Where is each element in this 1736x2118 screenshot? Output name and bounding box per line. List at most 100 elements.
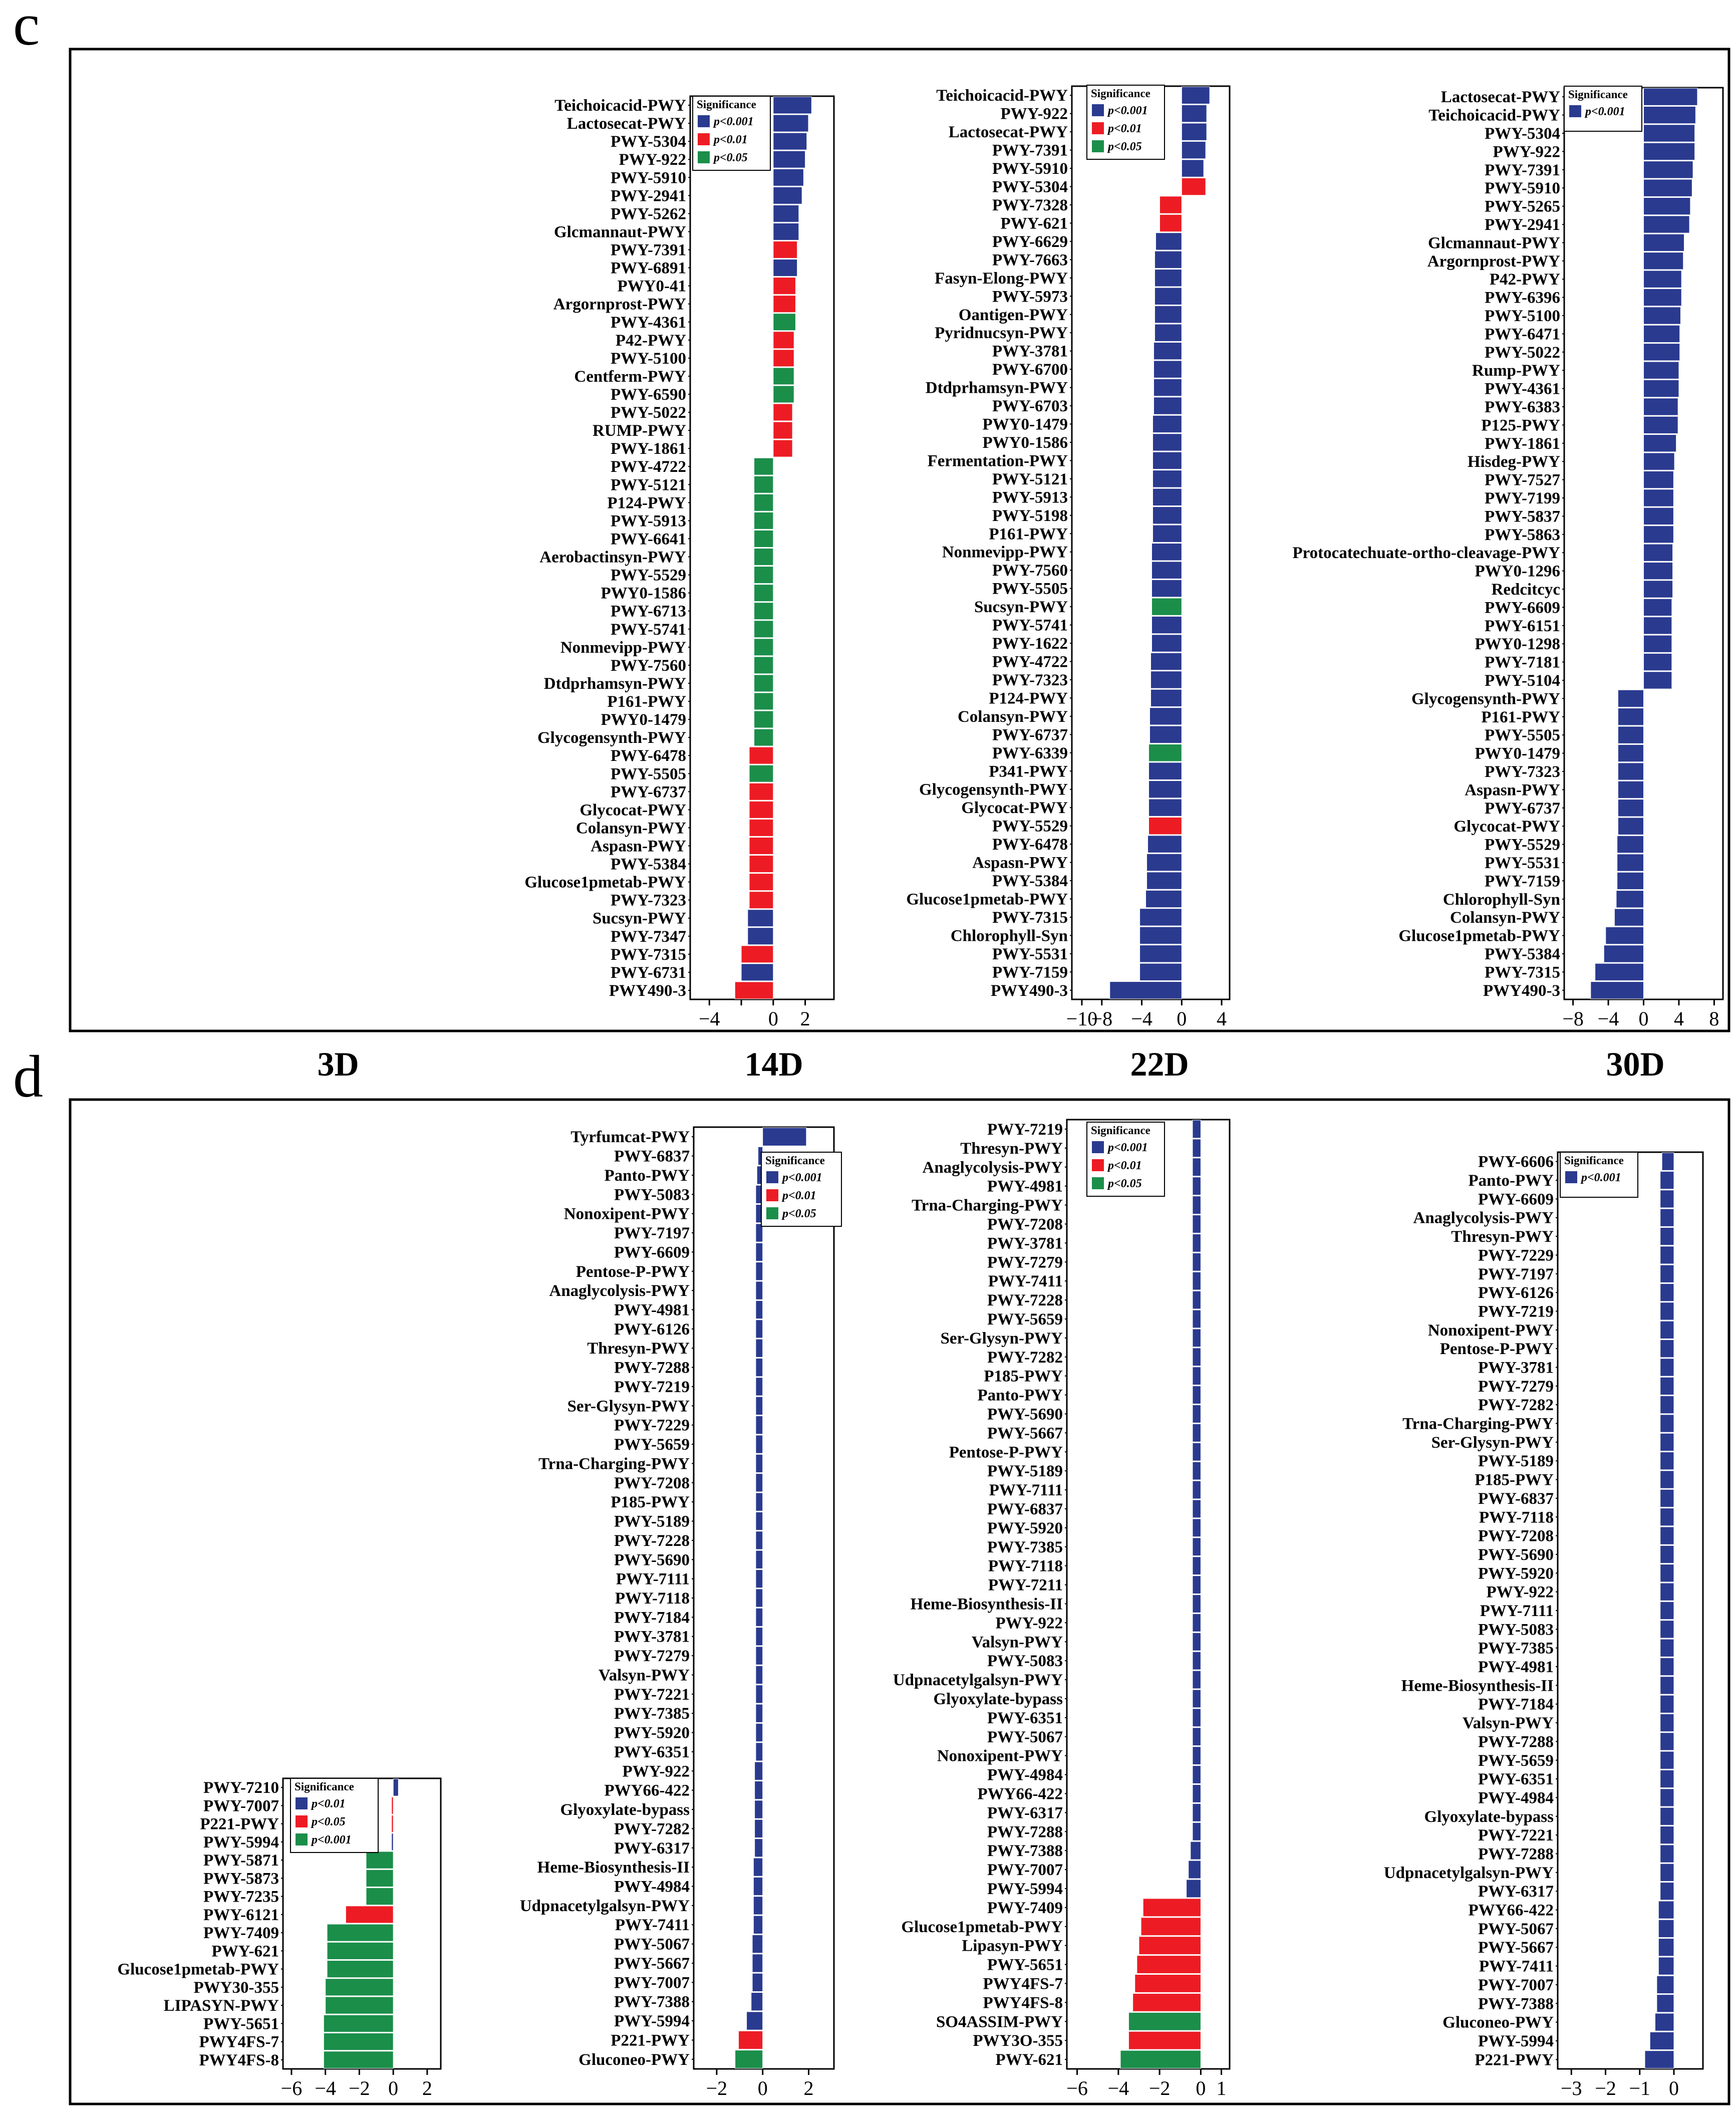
c14-bar	[754, 692, 774, 710]
d30-category-label: PWY-7007	[1478, 1976, 1554, 1994]
c14-category-label: PWY-2941	[611, 187, 686, 205]
c14-bar	[773, 295, 796, 313]
d22-category-label: PWY66-422	[978, 1785, 1063, 1803]
c22-bar	[1181, 104, 1207, 123]
c30-bar	[1643, 343, 1680, 361]
c14-category-label: Glycogensynth-PWY	[537, 729, 686, 747]
d22-category-label: PWY-7409	[987, 1899, 1063, 1917]
d3-legend-swatch	[296, 1815, 308, 1827]
d3-category-label: PWY30-355	[194, 1979, 279, 1997]
c22-bar	[1145, 890, 1182, 908]
d30-category-label: PWY-7208	[1478, 1527, 1554, 1545]
c30-category-label: PWY-7323	[1485, 763, 1560, 781]
c14-category-label: PWY-4361	[611, 314, 686, 332]
c22-category-label: PWY-4722	[992, 653, 1068, 671]
c30-xtick-label: −8	[1562, 1007, 1584, 1030]
d30-bar	[1660, 1320, 1674, 1339]
d14-category-label: PWY-7111	[616, 1570, 690, 1588]
d14-bar	[754, 1838, 763, 1858]
d30-category-label: P185-PWY	[1475, 1471, 1554, 1489]
d14-bar	[755, 1627, 763, 1646]
d22-category-label: Anaglycolysis-PWY	[923, 1159, 1063, 1177]
c30-category-label: PWY-6151	[1485, 617, 1560, 635]
d3-bar	[366, 1851, 394, 1869]
c30-category-label: PWY-5022	[1485, 344, 1560, 362]
d22-category-label: PWY-5067	[987, 1728, 1063, 1746]
c30-bar	[1643, 470, 1674, 489]
c14-legend-swatch	[698, 115, 710, 127]
d22-bar	[1120, 2050, 1201, 2069]
d3-bar	[327, 1960, 394, 1978]
d14-category-label: Pentose-P-PWY	[576, 1263, 690, 1281]
c30-xtick-label: 0	[1639, 1007, 1649, 1030]
c22-bar	[1150, 671, 1182, 689]
d30-category-label: Ser-Glysyn-PWY	[1431, 1434, 1554, 1452]
c22-category-label: Pyridnucsyn-PWY	[935, 324, 1068, 342]
d14-category-label: PWY-7385	[614, 1705, 690, 1723]
c14-legend-swatch	[698, 133, 710, 145]
c22-bar	[1154, 287, 1182, 306]
d14-axes-box	[693, 1126, 835, 2070]
d3-category-label: P221-PWY	[200, 1815, 279, 1833]
c14-bar	[749, 746, 774, 764]
d22-bar	[1192, 1405, 1201, 1423]
d22-bar	[1192, 1784, 1201, 1803]
c22-category-label: PWY0-1586	[983, 434, 1068, 452]
d30-category-label: PWY-7279	[1478, 1378, 1554, 1396]
c22-legend-title: Significance	[1091, 87, 1150, 100]
d22-category-label: PWY-7219	[987, 1121, 1063, 1139]
d14-category-label: Thresyn-PWY	[587, 1340, 690, 1358]
d14-category-label: PWY-922	[623, 1762, 690, 1780]
d22-category-label: Panto-PWY	[978, 1387, 1063, 1405]
d22-legend-title: Significance	[1091, 1124, 1150, 1137]
d14-bar	[751, 1992, 763, 2011]
d30-bar	[1660, 1769, 1674, 1788]
c22-bar	[1152, 451, 1182, 470]
c30-category-label: Glycogensynth-PWY	[1411, 690, 1560, 708]
c22-bar	[1139, 908, 1182, 926]
d14-bar	[754, 1761, 763, 1780]
c30-xtick-label: 8	[1709, 1007, 1719, 1030]
c14-bar	[773, 204, 799, 222]
d14-category-label: PWY-7184	[614, 1609, 690, 1627]
day-label-14d: 14D	[744, 1045, 803, 1083]
c22-bar	[1148, 817, 1182, 835]
d3-bar	[325, 1996, 394, 2014]
d14-bar	[755, 1665, 763, 1685]
d14-bar	[753, 1896, 763, 1915]
c14-xtick-label: 2	[800, 1007, 810, 1030]
d30-bar	[1660, 1414, 1674, 1433]
c22-bar	[1153, 360, 1182, 378]
d3-legend-label: p<0.01	[311, 1797, 346, 1810]
d30-bar	[1660, 1713, 1674, 1732]
d30-bar	[1660, 1452, 1674, 1470]
d22-category-label: SO4ASSIM-PWY	[936, 2013, 1063, 2031]
d3-legend-label: p<0.05	[311, 1815, 346, 1828]
d30-bar	[1660, 1283, 1674, 1302]
d30-category-label: PWY-5690	[1478, 1546, 1554, 1564]
panel-c-frame	[69, 48, 1730, 1032]
c30-category-label: PWY-5837	[1485, 507, 1560, 525]
d22-category-label: PWY-5651	[987, 1956, 1063, 1974]
d14-legend-label: p<0.05	[781, 1207, 816, 1220]
c14-bar	[754, 457, 774, 475]
c14-category-label: PWY-5505	[611, 765, 686, 783]
d3-legend-label: p<0.001	[311, 1833, 352, 1846]
d30-legend-swatch	[1565, 1171, 1577, 1183]
d30-category-label: Glyoxylate-bypass	[1424, 1808, 1554, 1826]
c22-bar	[1139, 963, 1182, 981]
c22-category-label: P341-PWY	[989, 762, 1068, 780]
d22-xtick-label: 0	[1196, 2077, 1206, 2099]
c22-bar	[1146, 872, 1182, 890]
c14-bar	[773, 132, 807, 150]
d14-category-label: PWY-5994	[614, 2012, 690, 2030]
c30-bar	[1643, 507, 1674, 525]
c30-category-label: PWY-5529	[1485, 836, 1560, 854]
d3-bar	[323, 2014, 394, 2032]
d22-category-label: PWY-7279	[987, 1253, 1063, 1271]
d30-category-label: PWY-6609	[1478, 1190, 1554, 1208]
d3-category-label: PWY4FS-7	[199, 2033, 279, 2051]
d3-bar	[323, 2033, 394, 2051]
c30-category-label: Protocatechuate-ortho-cleavage-PWY	[1292, 544, 1560, 562]
c14-category-label: PWY490-3	[609, 982, 686, 1000]
